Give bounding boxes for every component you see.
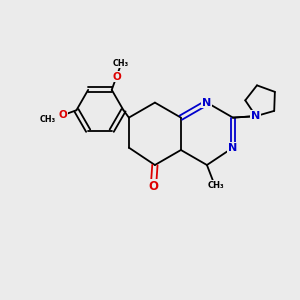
Text: O: O [112,72,121,82]
Text: O: O [148,180,158,193]
Text: CH₃: CH₃ [207,181,224,190]
Text: O: O [58,110,67,120]
Text: CH₃: CH₃ [40,115,56,124]
Text: N: N [251,111,260,121]
Text: CH₃: CH₃ [112,58,129,68]
Text: N: N [202,98,212,108]
Text: N: N [228,142,238,153]
